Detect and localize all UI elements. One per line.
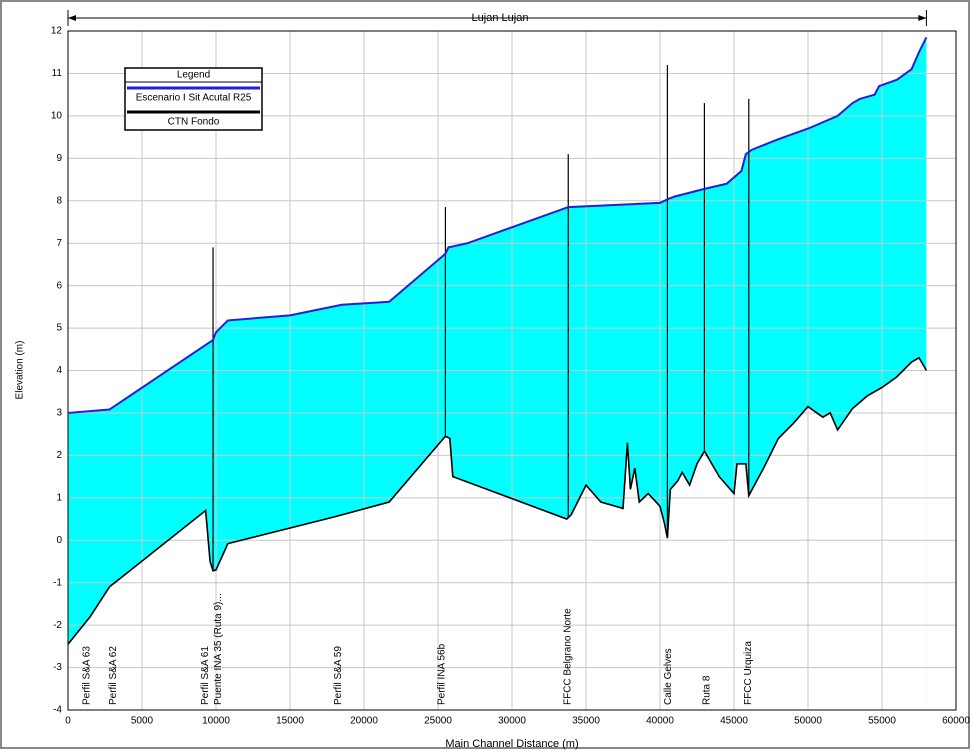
y-tick-label: 2: [56, 450, 62, 461]
x-tick-label: 55000: [868, 716, 896, 727]
y-tick-label: 7: [56, 238, 62, 249]
y-tick-label: 8: [56, 195, 62, 206]
y-tick-label: 10: [51, 111, 63, 122]
y-tick-label: 1: [56, 492, 62, 503]
x-axis-label: Main Channel Distance (m): [445, 738, 578, 750]
y-tick-label: 4: [56, 365, 62, 376]
y-tick-label: 6: [56, 280, 62, 291]
x-tick-label: 35000: [572, 716, 600, 727]
legend-label: Escenario I Sit Acutal R25: [136, 93, 252, 104]
station-label: Calle Gelves: [663, 648, 674, 705]
x-tick-label: 60000: [942, 716, 970, 727]
arrow-head: [918, 15, 927, 21]
plot-border: [67, 30, 957, 711]
station-label: FFCC Belgrano Norte: [562, 608, 573, 705]
y-tick-label: -4: [53, 705, 62, 716]
station-label: Perfil S&A 61: [200, 646, 211, 705]
x-tick-label: 50000: [794, 716, 822, 727]
station-label: FFCC Urquiza: [743, 641, 754, 705]
station-label: Perfil S&A 63: [81, 646, 92, 705]
x-tick-label: 15000: [276, 716, 304, 727]
y-tick-label: -1: [53, 577, 62, 588]
y-axis-label: Elevation (m): [15, 341, 26, 400]
x-tick-label: 10000: [202, 716, 230, 727]
y-tick-label: -2: [53, 620, 62, 631]
legend-label: CTN Fondo: [168, 117, 220, 128]
station-label: Ruta 8: [702, 675, 713, 705]
station-label: Perfil S&A 59: [333, 646, 344, 705]
series-line: [67, 36, 928, 414]
x-tick-label: 25000: [424, 716, 452, 727]
y-tick-label: 3: [56, 408, 62, 419]
y-tick-label: -3: [53, 662, 62, 673]
chart-title: Lujan Lujan: [472, 12, 529, 24]
station-label: Perfil S&A 62: [108, 646, 119, 705]
y-tick-label: 11: [52, 68, 63, 79]
station-label: Puente INA 35 (Ruta 9)...: [213, 593, 224, 705]
arrow-head: [68, 15, 76, 21]
station-label: Perfil INA 56b: [437, 643, 448, 705]
x-tick-label: 20000: [350, 716, 378, 727]
legend-box: [124, 67, 263, 131]
x-tick-label: 40000: [646, 716, 674, 727]
x-tick-label: 45000: [720, 716, 748, 727]
legend-title: Legend: [177, 70, 210, 81]
y-tick-label: 12: [51, 26, 63, 37]
y-tick-label: 9: [56, 153, 62, 164]
series-line: [67, 356, 928, 645]
x-tick-label: 30000: [498, 716, 526, 727]
y-tick-label: 0: [56, 535, 62, 546]
x-tick-label: 5000: [131, 716, 154, 727]
y-tick-label: 5: [56, 323, 62, 334]
x-tick-label: 0: [65, 716, 71, 727]
